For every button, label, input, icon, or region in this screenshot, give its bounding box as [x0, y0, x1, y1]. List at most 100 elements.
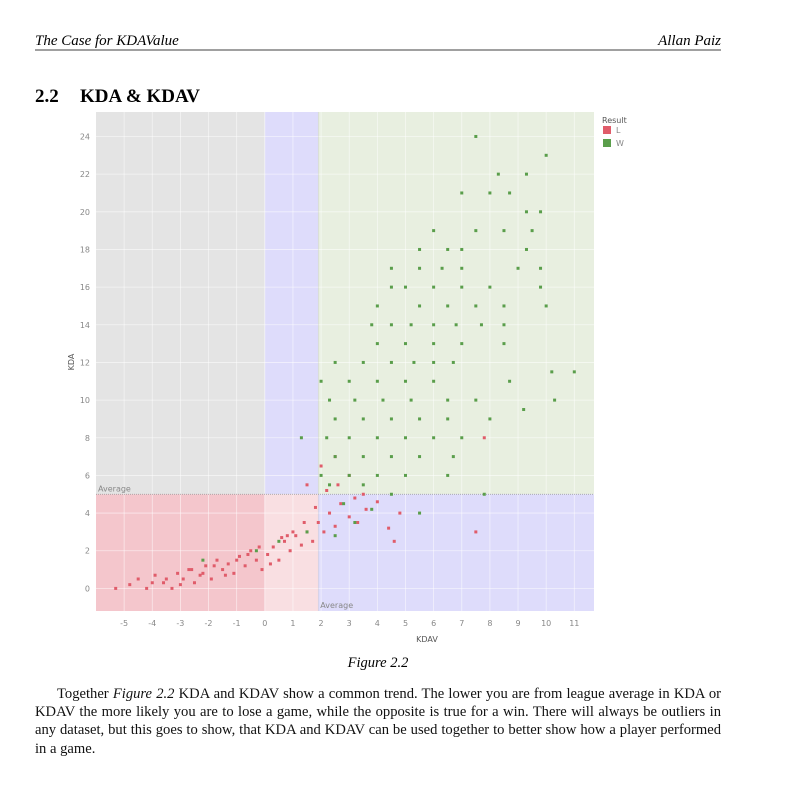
point	[187, 568, 191, 572]
point	[153, 573, 157, 577]
point	[328, 483, 332, 487]
point	[508, 191, 512, 195]
point	[418, 304, 422, 308]
point	[333, 534, 337, 538]
point	[446, 247, 450, 251]
point	[162, 581, 166, 585]
point	[550, 370, 554, 374]
y-tick-label: 2	[85, 547, 90, 556]
y-tick-label: 24	[80, 132, 90, 141]
point	[299, 543, 303, 547]
point	[418, 266, 422, 270]
y-tick-label: 20	[80, 208, 90, 217]
point	[488, 417, 492, 421]
point	[451, 455, 455, 459]
point	[474, 134, 478, 138]
point	[446, 398, 450, 402]
point	[502, 342, 506, 346]
point	[257, 545, 261, 549]
point	[339, 502, 343, 506]
point	[283, 539, 287, 543]
point	[403, 436, 407, 440]
point	[192, 581, 196, 585]
point	[178, 583, 182, 587]
point	[260, 568, 264, 572]
point	[524, 172, 528, 176]
point	[361, 492, 365, 496]
point	[198, 573, 202, 577]
point	[333, 524, 337, 528]
point	[204, 564, 208, 568]
point	[342, 502, 346, 506]
paragraph-text: Together	[57, 686, 113, 702]
point	[432, 229, 436, 233]
point	[524, 210, 528, 214]
point	[277, 539, 281, 543]
point	[333, 360, 337, 364]
legend-label: W	[616, 139, 624, 148]
point	[243, 564, 247, 568]
point	[361, 360, 365, 364]
point	[403, 342, 407, 346]
point	[291, 530, 295, 534]
header-left: The Case for KDAValue	[35, 33, 179, 49]
point	[446, 473, 450, 477]
point	[460, 266, 464, 270]
point	[356, 520, 360, 524]
point	[305, 530, 309, 534]
point	[539, 285, 543, 289]
point	[170, 586, 174, 590]
point	[201, 558, 205, 562]
point	[389, 266, 393, 270]
point	[215, 558, 219, 562]
point	[190, 568, 194, 572]
point	[440, 266, 444, 270]
x-tick-label: 3	[347, 619, 352, 628]
point	[530, 229, 534, 233]
point	[319, 464, 323, 468]
point	[460, 191, 464, 195]
legend-swatch	[603, 126, 611, 134]
point	[266, 553, 270, 557]
point	[432, 379, 436, 383]
point	[370, 323, 374, 327]
x-tick-label: 4	[375, 619, 380, 628]
point	[539, 266, 543, 270]
point	[311, 539, 315, 543]
y-tick-label: 12	[80, 358, 90, 367]
y-tick-label: 4	[85, 509, 90, 518]
point	[246, 553, 250, 557]
point	[502, 304, 506, 308]
x-tick-label: 5	[403, 619, 408, 628]
point	[212, 564, 216, 568]
point	[325, 436, 329, 440]
point	[389, 492, 393, 496]
point	[375, 500, 379, 504]
point	[150, 581, 154, 585]
y-tick-label: 14	[80, 321, 90, 330]
x-tick-label: -2	[205, 619, 213, 628]
point	[325, 488, 329, 492]
y-tick-label: 6	[85, 471, 90, 480]
point	[544, 153, 548, 157]
point	[136, 577, 140, 581]
point	[235, 558, 239, 562]
point	[333, 455, 337, 459]
point	[271, 545, 275, 549]
point	[502, 323, 506, 327]
point	[432, 360, 436, 364]
point	[336, 483, 340, 487]
point	[409, 323, 413, 327]
y-tick-label: 16	[80, 283, 90, 292]
point	[451, 360, 455, 364]
point	[460, 436, 464, 440]
point	[392, 539, 396, 543]
point	[418, 247, 422, 251]
point	[446, 304, 450, 308]
point	[381, 398, 385, 402]
average-label: Average	[98, 484, 131, 493]
point	[553, 398, 557, 402]
point	[418, 511, 422, 515]
point	[409, 398, 413, 402]
